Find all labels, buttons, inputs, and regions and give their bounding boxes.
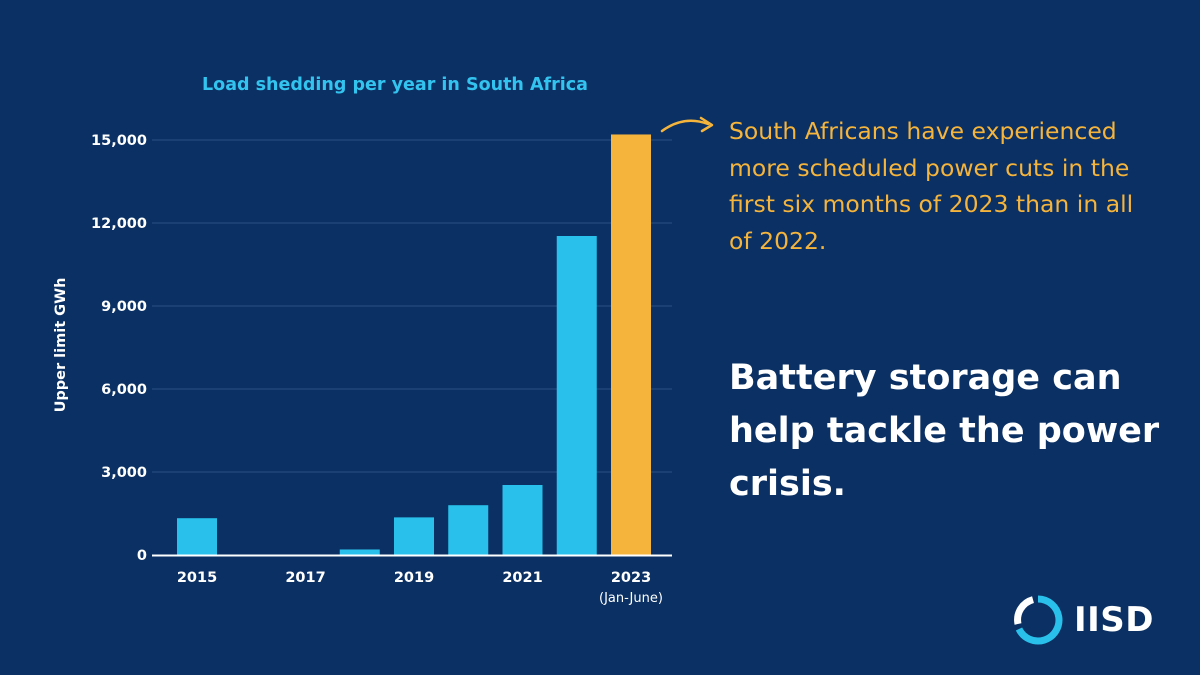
y-tick-label: 12,000 — [91, 216, 147, 232]
y-tick-label: 9,000 — [101, 299, 147, 315]
x-tick-label: 2015 — [177, 570, 217, 586]
x-tick-label: 2017 — [285, 570, 325, 586]
x-tick-label: 2023 — [611, 570, 651, 586]
bar-2023 — [611, 134, 651, 555]
y-axis-ticks: 0 3,000 6,000 9,000 12,000 15,000 — [91, 133, 147, 564]
x-tick-label: 2019 — [394, 570, 434, 586]
callout-text: South Africans have experienced more sch… — [729, 117, 1134, 255]
bar-2021 — [502, 485, 543, 555]
bars — [177, 134, 651, 555]
y-tick-label: 15,000 — [91, 133, 147, 149]
y-tick-label: 0 — [137, 548, 147, 564]
headline: Battery storage can help tackle the powe… — [729, 358, 1160, 504]
chart-title: Load shedding per year in South Africa — [202, 75, 588, 95]
x-tick-sublabel: (Jan-June) — [599, 591, 663, 606]
y-axis-label: Upper limit GWh — [53, 278, 69, 413]
x-tick-label: 2021 — [502, 570, 542, 586]
callout-arrow — [660, 119, 710, 133]
bar-2022 — [556, 236, 597, 555]
bar-2015 — [177, 518, 217, 555]
bar-2020 — [448, 505, 489, 555]
bar-2018 — [339, 549, 380, 555]
iisd-logo: IISD — [1012, 594, 1154, 646]
logo-text: IISD — [1074, 600, 1155, 640]
x-axis-ticks: 2015 2017 2019 2021 2023 (Jan-June) — [177, 570, 663, 606]
bar-2019 — [394, 517, 434, 555]
logo-ring-icon — [1014, 595, 1063, 645]
callout-arrowhead — [699, 116, 714, 133]
y-tick-label: 6,000 — [101, 382, 147, 398]
y-tick-label: 3,000 — [101, 465, 147, 481]
